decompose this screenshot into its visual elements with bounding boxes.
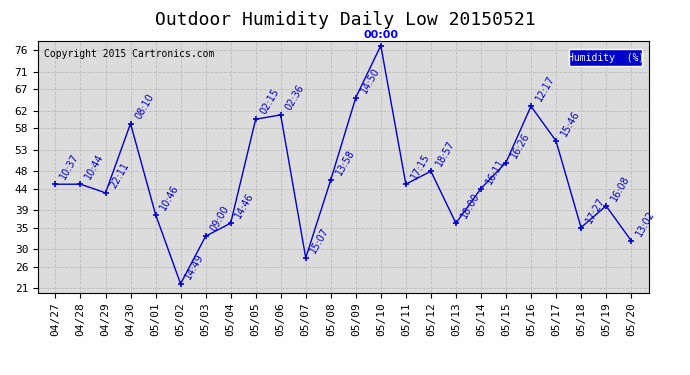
Text: Outdoor Humidity Daily Low 20150521: Outdoor Humidity Daily Low 20150521: [155, 11, 535, 29]
Text: 15:46: 15:46: [559, 109, 582, 138]
Text: 10:37: 10:37: [58, 152, 81, 182]
Text: 13:02: 13:02: [634, 209, 656, 238]
Text: 14:49: 14:49: [184, 252, 206, 281]
Text: 14:50: 14:50: [359, 66, 381, 95]
Text: 02:15: 02:15: [259, 87, 281, 117]
FancyBboxPatch shape: [569, 49, 642, 66]
Text: 16:08: 16:08: [609, 174, 631, 203]
Text: 14:46: 14:46: [233, 191, 256, 220]
Text: 15:07: 15:07: [308, 226, 331, 255]
Text: 16:11: 16:11: [484, 157, 506, 186]
Text: 02:36: 02:36: [284, 83, 306, 112]
Text: 00:00: 00:00: [364, 30, 398, 40]
Text: 18:57: 18:57: [433, 139, 456, 168]
Text: Humidity  (%): Humidity (%): [568, 53, 644, 63]
Text: 08:10: 08:10: [133, 92, 156, 121]
Text: 17:27: 17:27: [584, 195, 607, 225]
Text: 12:17: 12:17: [534, 74, 556, 104]
Text: 18:00: 18:00: [459, 191, 481, 220]
Text: Copyright 2015 Cartronics.com: Copyright 2015 Cartronics.com: [44, 49, 215, 59]
Text: 17:15: 17:15: [408, 152, 431, 182]
Text: 09:00: 09:00: [208, 204, 231, 233]
Text: 10:44: 10:44: [83, 152, 106, 182]
Text: 22:11: 22:11: [108, 161, 131, 190]
Text: 16:26: 16:26: [509, 130, 531, 160]
Text: 13:58: 13:58: [333, 148, 356, 177]
Text: 10:46: 10:46: [158, 183, 181, 212]
